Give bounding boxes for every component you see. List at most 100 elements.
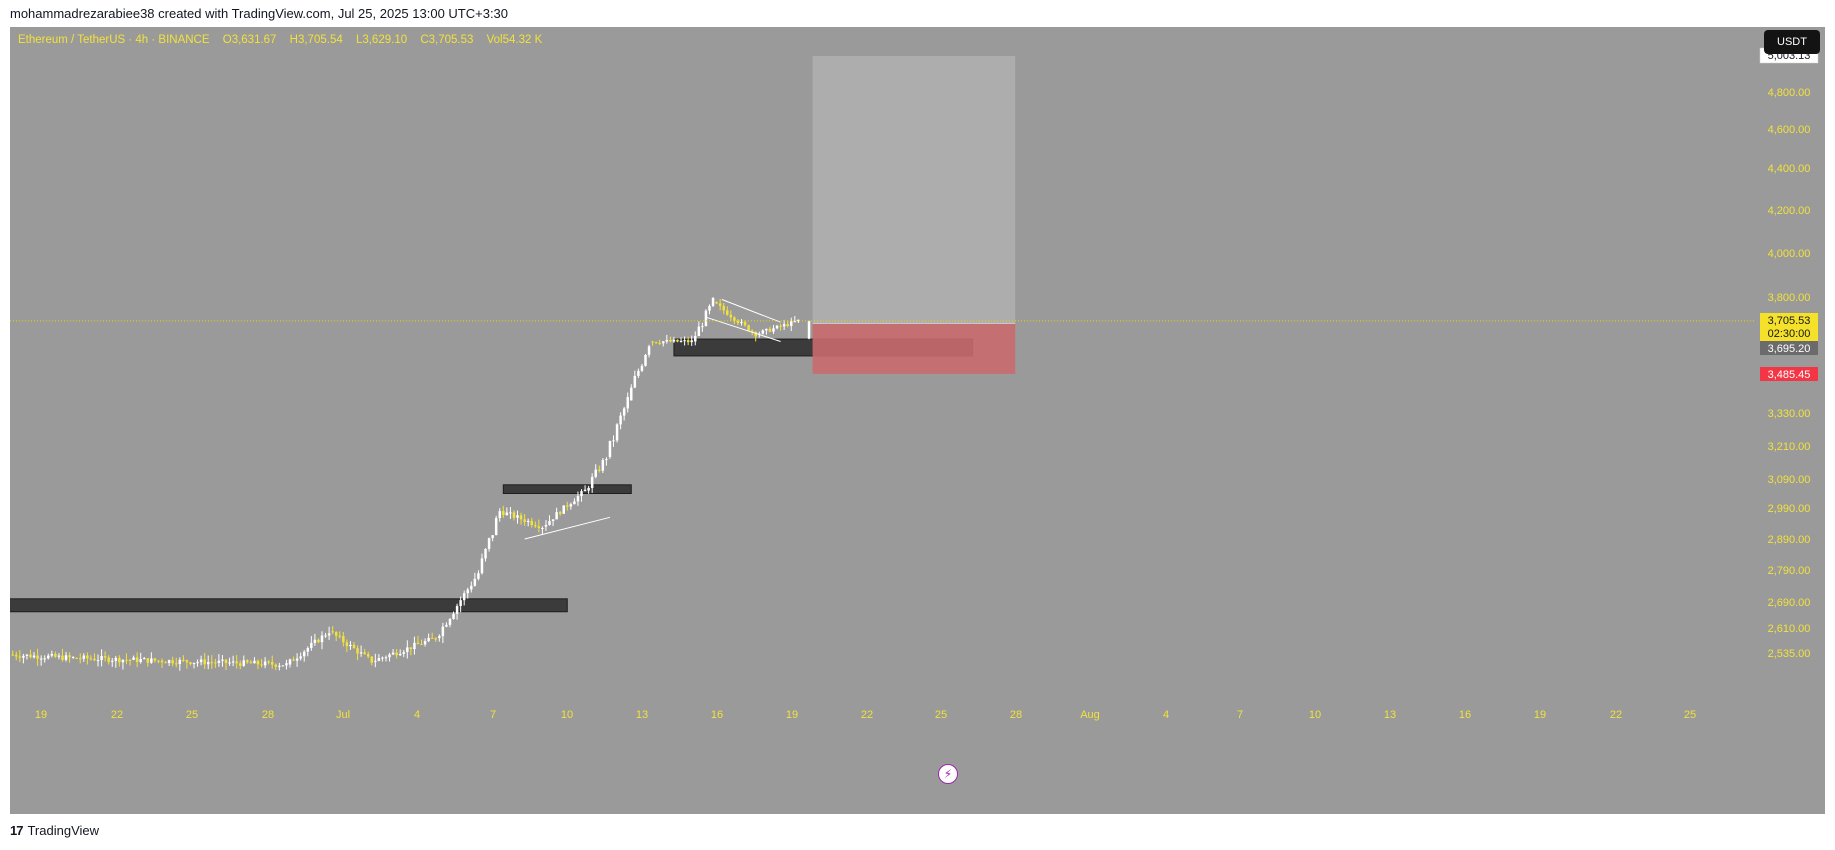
candle-body (647, 346, 651, 355)
x-axis-tick: 16 (1459, 709, 1471, 721)
candle-body (637, 370, 640, 376)
candle-body (747, 325, 750, 331)
candle-body (562, 505, 565, 514)
candle-body (352, 644, 356, 649)
candle-body (686, 340, 690, 343)
candle-body (690, 340, 693, 343)
candle-body (267, 661, 270, 663)
candle-body (270, 662, 274, 665)
candle-body (160, 660, 164, 663)
volume-value: 54.32 K (502, 34, 543, 46)
y-axis-tick: 3,330.00 (1768, 408, 1811, 420)
candle-body (228, 662, 231, 664)
candle-body (779, 325, 782, 327)
candle-body (662, 341, 665, 344)
candle-body (18, 656, 22, 658)
candle-body (676, 339, 679, 342)
target-zone[interactable] (812, 56, 1016, 324)
y-axis-tick: 4,600.00 (1768, 124, 1811, 136)
y-axis-tick: 4,000.00 (1768, 248, 1811, 260)
low-value: 3,629.10 (362, 34, 408, 46)
stop-price-label-bg (1760, 367, 1818, 381)
candle-body (89, 658, 93, 660)
candle-body (526, 520, 530, 522)
candle-body (71, 657, 75, 659)
candle-body (274, 664, 278, 667)
y-axis-tick: 2,790.00 (1768, 565, 1811, 577)
candle-body (583, 489, 587, 492)
x-axis-tick: Aug (1080, 709, 1100, 721)
candle-body (68, 655, 71, 658)
candle-body (537, 526, 541, 529)
candle-body (701, 326, 704, 328)
x-axis-tick: 22 (111, 709, 123, 721)
candle-body (359, 652, 363, 654)
candle-body (590, 476, 594, 489)
x-axis-tick: 19 (786, 709, 798, 721)
candle-body (320, 635, 324, 643)
price-chart[interactable]: 5,003.134,800.004,600.004,400.004,200.00… (10, 27, 1825, 814)
candle-body (555, 512, 558, 520)
candle-body (214, 662, 217, 664)
candle-body (157, 660, 160, 662)
candle-body (530, 520, 533, 526)
candle-body (242, 660, 246, 666)
candle-body (726, 310, 729, 315)
chart-area[interactable]: 5,003.13 4,800.00 4,600.00 4,400.00 4,200.00… (10, 27, 1825, 814)
candle-body (697, 326, 701, 337)
candle-body (740, 322, 743, 324)
candle-body (729, 314, 733, 318)
candle-body (512, 512, 516, 518)
candle-body (544, 524, 548, 527)
symbol-name: Ethereum / TetherUS · 4h · BINANCE (18, 34, 210, 46)
x-axis-tick: 4 (1163, 709, 1169, 721)
y-axis-tick: 4,400.00 (1768, 163, 1811, 175)
zone-box-1 (10, 598, 568, 613)
candle-body (192, 662, 196, 665)
candle-body (743, 322, 747, 326)
candle-body (292, 659, 295, 661)
candle-body (310, 642, 313, 649)
candle-body (256, 660, 260, 665)
close-value: 3,705.53 (428, 34, 474, 46)
y-axis-tick: 3,210.00 (1768, 441, 1811, 453)
y-axis-tick: 3,800.00 (1768, 292, 1811, 304)
candle-body (541, 528, 544, 530)
candle-body (210, 662, 214, 664)
candle-body (473, 578, 477, 586)
y-axis-tick: 2,990.00 (1768, 503, 1811, 515)
candle-body (765, 328, 768, 331)
candle-body (107, 657, 110, 662)
candle-body (420, 644, 423, 646)
candle-body (334, 632, 338, 636)
candle-body (327, 633, 331, 636)
candle-body (480, 558, 484, 574)
event-flash-icon[interactable]: ⚡ (938, 764, 958, 784)
candle-body (82, 655, 86, 659)
candle-body (388, 654, 391, 658)
candle-body (797, 319, 800, 322)
candle-body (708, 305, 711, 311)
stop-zone[interactable] (812, 323, 1016, 374)
candle-body (683, 340, 686, 342)
x-axis-tick: 10 (1309, 709, 1321, 721)
currency-button[interactable]: USDT (1764, 30, 1820, 54)
candle-body (381, 657, 384, 659)
candle-body (775, 325, 779, 329)
candle-body (733, 317, 736, 321)
candle-body (22, 655, 25, 658)
candle-body (174, 663, 178, 665)
candle-body (356, 648, 359, 654)
candle-body (505, 512, 509, 516)
candle-body (224, 659, 228, 664)
candle-body (754, 332, 757, 337)
candle-body (761, 330, 765, 334)
candle-body (665, 340, 669, 342)
y-axis-tick: 4,200.00 (1768, 205, 1811, 217)
candle-body (246, 660, 249, 663)
candle-body (96, 660, 100, 662)
candle-body (768, 328, 772, 332)
candle-body (47, 655, 50, 659)
candle-body (306, 648, 310, 652)
candle-body (566, 505, 569, 507)
